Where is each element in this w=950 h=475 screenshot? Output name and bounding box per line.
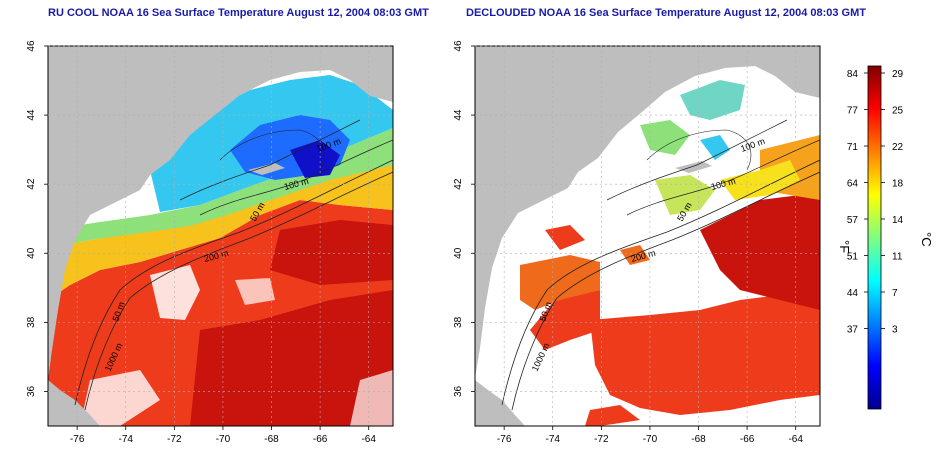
x-tick-label: -66: [740, 434, 755, 445]
colorbar-label-c: 7: [892, 288, 898, 299]
colorbar-label-f: 84: [847, 69, 859, 80]
cool-water: [700, 135, 730, 160]
y-tick-label: 38: [453, 316, 464, 328]
mild-water: [720, 160, 800, 200]
x-tick-label: -70: [216, 434, 231, 445]
y-tick-label: 44: [453, 109, 464, 121]
y-tick-label: 38: [26, 316, 37, 328]
warm-water: [520, 255, 600, 310]
isobath-contour: [626, 139, 820, 216]
ticks-left: -76 -74 -72 -70 -68 -66 -64 36 38 40 42 44 46: [26, 40, 376, 445]
colorbar-label-c: 11: [892, 252, 903, 263]
x-tick-label: -76: [497, 434, 512, 445]
cloud-patch: [350, 370, 393, 426]
gridlines-left: [48, 45, 393, 426]
cloud-patch: [150, 265, 200, 320]
isobath-contour: [74, 159, 393, 406]
ticks-right: -76 -74 -72 -70 -68 -66 -64 36 38 40 42 44 46: [453, 40, 803, 445]
plot-frame: [47, 45, 394, 427]
warm-water: [620, 245, 650, 265]
y-tick-label: 42: [26, 178, 37, 190]
land-area: [475, 46, 820, 378]
colorbar-unit-f: °F: [837, 240, 852, 253]
land-area: [675, 161, 712, 173]
x-tick-label: -72: [594, 434, 609, 445]
colorbar-label-f: 51: [847, 252, 859, 263]
y-tick-label: 46: [26, 40, 37, 52]
warm-water: [545, 225, 585, 250]
plot-frame: [474, 45, 821, 427]
y-tick-label: 40: [453, 247, 464, 259]
cool-water: [680, 80, 745, 120]
colorbar-label-c: 18: [892, 179, 904, 190]
colorbar-label-f: 71: [847, 142, 859, 153]
x-tick-label: -64: [361, 434, 376, 445]
x-tick-label: -64: [788, 434, 803, 445]
colorbar-label-f: 77: [847, 106, 859, 117]
land-area: [48, 380, 100, 426]
isobath-contour: [511, 171, 820, 411]
map-panel-right: 100 m 100 m 50 m 200 m 50 m 1000 m -76 -7…: [453, 40, 821, 445]
x-tick-label: -76: [70, 434, 85, 445]
land-area: [475, 380, 525, 426]
colorbar-label-f: 37: [847, 325, 859, 336]
warm-water: [590, 290, 820, 415]
colorbar: 84 77 71 64 57 51 44 37 29 25 22 18 14 11 7 3 °F °C: [837, 65, 934, 410]
colorbar-label-f: 64: [847, 179, 859, 190]
x-tick-label: -74: [119, 434, 134, 445]
colorbar-ticks: 84 77 71 64 57 51 44 37 29 25 22 18 14 11 7 3: [847, 69, 904, 336]
colorbar-unit-c: °C: [919, 232, 934, 247]
hot-water-patch: [270, 220, 393, 285]
panel-title-right: DECLOUDED NOAA 16 Sea Surface Temperatur…: [466, 7, 866, 19]
isobath-contour: [501, 159, 820, 406]
isobath-contour: [646, 129, 752, 171]
gridlines-right: [475, 45, 820, 426]
land-area: [248, 163, 285, 175]
cloud-patch: [80, 370, 160, 426]
isobath-contour: [219, 129, 325, 171]
colorbar-label-c: 22: [892, 142, 904, 153]
colorbar-label-c: 3: [892, 325, 898, 336]
hot-water-patch: [190, 290, 393, 426]
y-tick-label: 42: [453, 178, 464, 190]
x-tick-label: -74: [546, 434, 561, 445]
shelf-water: [48, 128, 393, 248]
colorbar-label-f: 44: [847, 288, 859, 299]
x-tick-label: -72: [167, 434, 182, 445]
map-panel-left: 100 m 100 m 50 m 200 m 50 m 1000 m -76 -7…: [26, 40, 394, 445]
land-area: [48, 46, 393, 380]
y-tick-label: 36: [26, 385, 37, 397]
cold-water: [290, 140, 340, 178]
colorbar-label-c: 29: [892, 69, 904, 80]
x-tick-label: -70: [643, 434, 658, 445]
warm-water: [530, 290, 600, 350]
y-tick-label: 44: [26, 109, 37, 121]
cloud-patch: [235, 278, 275, 305]
colorbar-gradient: [867, 65, 882, 410]
colorbar-label-c: 25: [892, 106, 904, 117]
y-tick-label: 40: [26, 247, 37, 259]
warm-water: [585, 405, 640, 426]
y-tick-label: 46: [453, 40, 464, 52]
panel-title-left: RU COOL NOAA 16 Sea Surface Temperature …: [48, 7, 429, 19]
hot-water-patch: [700, 195, 820, 310]
isobath-contour: [199, 139, 393, 216]
y-tick-label: 36: [453, 385, 464, 397]
colorbar-label-c: 14: [892, 215, 904, 226]
isobath-contour: [606, 119, 788, 201]
cool-water: [640, 120, 690, 155]
x-tick-label: -68: [691, 434, 706, 445]
x-tick-label: -68: [264, 434, 279, 445]
shelf-water: [48, 160, 393, 300]
isobath-contour: [84, 171, 393, 411]
x-tick-label: -66: [313, 434, 328, 445]
mild-water: [655, 175, 715, 215]
isobath-contour: [179, 119, 361, 201]
colorbar-label-f: 57: [847, 215, 859, 226]
